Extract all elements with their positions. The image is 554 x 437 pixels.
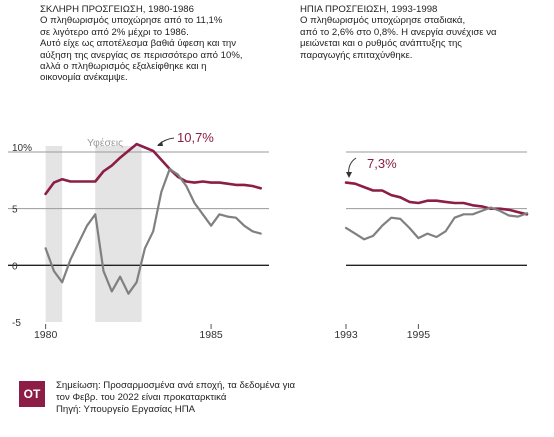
left-recession-band-1	[45, 146, 63, 322]
left-panel-line: Αυτό είχε ως αποτέλεσμα βαθιά ύφεση και …	[40, 38, 236, 50]
footer-note-line-1: Σημείωση: Προσαρμοσμένα ανά εποχή, τα δε…	[56, 380, 296, 391]
left-series-line-unemployment	[44, 142, 263, 196]
left-panel-line: οικονομία ανέκαμψε.	[40, 72, 128, 84]
right-x-tick-label-1995: 1995	[407, 329, 431, 341]
right-peak-annotation: 7,3%	[367, 156, 397, 171]
right-panel-line: μειώνεται και ο ρυθμός ανάπτυξης της	[300, 38, 462, 50]
right-series-line-inflation	[344, 206, 529, 241]
left-y-tick-label-3: -5	[12, 318, 21, 329]
footer: Σημείωση: Προσαρμοσμένα ανά εποχή, τα δε…	[56, 380, 295, 416]
right-panel-line: Ο πληθωρισμός υποχώρησε σταδιακά,	[300, 15, 466, 27]
right-panel-line: παραγωγής επιταχύνθηκε.	[300, 49, 413, 61]
left-panel-heading: ΣΚΛΗΡΗ ΠΡΟΣΓΕΙΩΣΗ, 1980-1986	[40, 4, 194, 15]
left-recession-band-2	[95, 146, 142, 322]
left-x-tick-label-1985: 1985	[199, 329, 223, 341]
left-series-line-inflation	[44, 167, 262, 295]
ot-logo: ΟΤ	[19, 381, 45, 407]
right-panel-line: από το 2,6% στο 0,8%. Η ανεργία συνέχισε…	[300, 26, 497, 38]
right-series-line-unemployment	[344, 181, 529, 216]
footer-note-line-2: τον Φεβρ. του 2022 είναι προκαταρκτικά	[56, 392, 227, 403]
recession-label: Υφέσεις	[87, 137, 123, 149]
right-panel-text: ΗΠΙΑ ΠΡΟΣΓΕΙΩΣΗ, 1993-1998 Ο πληθωρισμός…	[300, 4, 550, 61]
right-panel-heading: ΗΠΙΑ ΠΡΟΣΓΕΙΩΣΗ, 1993-1998	[300, 4, 438, 15]
left-panel-line: αύξηση της ανεργίας σε περισσότερο από 1…	[40, 49, 243, 61]
left-panel-text: ΣΚΛΗΡΗ ΠΡΟΣΓΕΙΩΣΗ, 1980-1986 Ο πληθωρισμ…	[40, 4, 290, 84]
footer-source: Πηγή: Υπουργείο Εργασίας ΗΠΑ	[56, 404, 196, 415]
left-y-tick-label-1: 5	[12, 205, 18, 216]
right-peak-arrowhead	[346, 172, 352, 178]
left-peak-arrowhead	[157, 141, 163, 146]
left-y-tick-label-0: 10%	[12, 143, 32, 154]
left-x-tick-label-1980: 1980	[34, 329, 58, 341]
left-panel-line: Ο πληθωρισμός υποχώρησε από το 11,1%	[40, 15, 223, 27]
left-panel-line: σε λιγότερο από 2% μέχρι το 1986.	[40, 26, 189, 38]
left-y-tick-label-2: 0	[12, 261, 18, 272]
right-x-tick-label-1993: 1993	[334, 329, 358, 341]
left-peak-annotation: 10,7%	[177, 130, 214, 145]
left-panel-line: αλλά ο πληθωρισμός εξαλείφθηκε και η	[40, 61, 207, 73]
